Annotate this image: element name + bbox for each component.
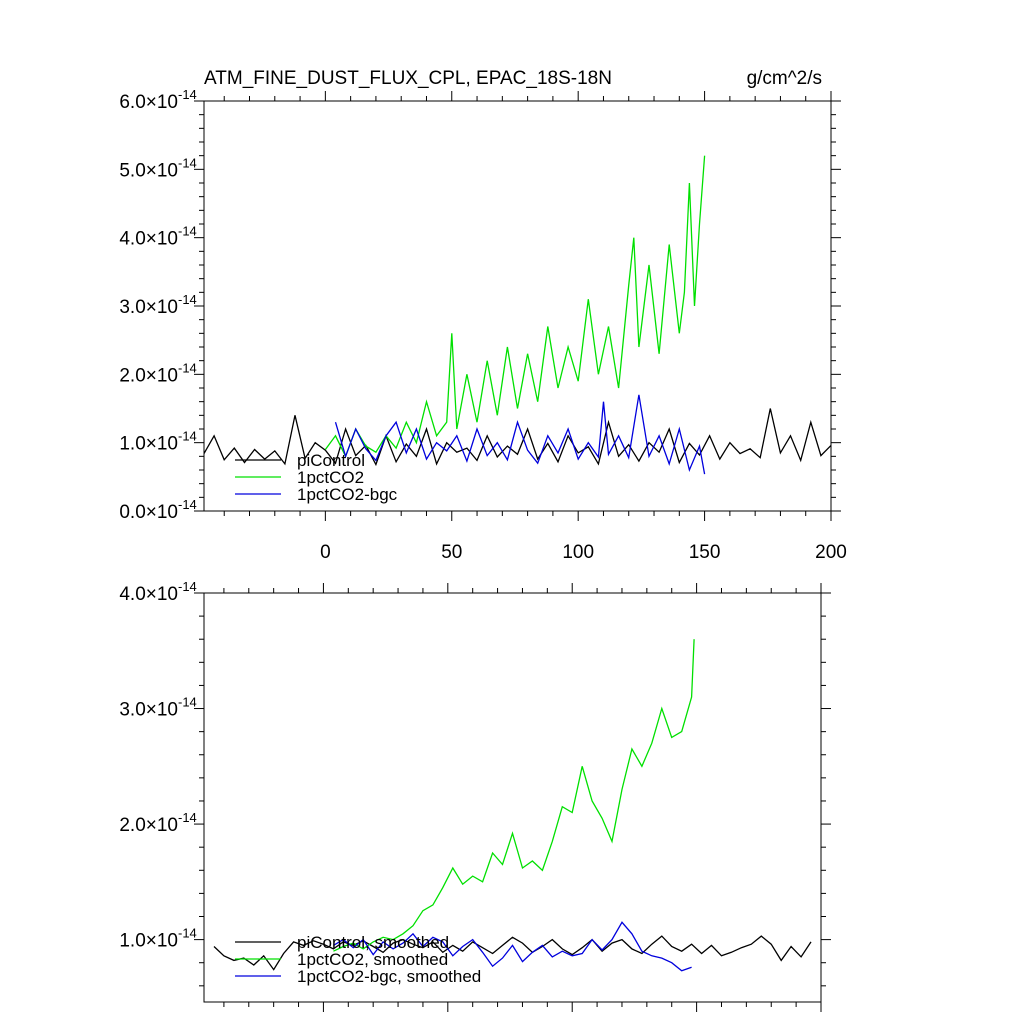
y-tick-label: 3.0×10: [119, 700, 178, 721]
y-tick-label: 6.0×10: [119, 92, 178, 113]
y-tick-exponent: -14: [178, 155, 197, 170]
legend-label: 1pctCO2-bgc: [297, 485, 398, 504]
series-line: [334, 394, 706, 475]
y-tick-label: 1.0×10: [119, 434, 178, 455]
y-tick-label: 2.0×10: [119, 365, 178, 386]
x-tick-label: 50: [441, 542, 462, 563]
series-line: [324, 155, 706, 458]
y-tick-label: 0.0×10: [119, 502, 178, 523]
y-tick-exponent: -14: [178, 360, 197, 375]
y-tick-exponent: -14: [178, 695, 197, 710]
chart-units: g/cm^2/s: [747, 68, 822, 89]
y-tick-exponent: -14: [178, 579, 197, 594]
x-tick-label: 0: [320, 542, 331, 563]
legend-label: piControl: [297, 451, 365, 470]
bottom-axes: 1.0×10 -142.0×10 -143.0×10 -144.0×10 -14: [119, 579, 831, 1012]
y-tick-exponent: -14: [178, 224, 197, 239]
legend-label: 1pctCO2-bgc, smoothed: [297, 967, 481, 986]
legend-label: 1pctCO2, smoothed: [297, 950, 448, 969]
series-line: [203, 408, 832, 467]
bottom-plot-frame: [203, 592, 822, 1003]
x-tick-label: 100: [562, 542, 594, 563]
y-tick-exponent: -14: [178, 429, 197, 444]
series-line: [333, 921, 692, 972]
x-tick-label: 150: [689, 542, 721, 563]
y-tick-label: 5.0×10: [119, 160, 178, 181]
y-tick-exponent: -14: [178, 926, 197, 941]
y-tick-exponent: -14: [178, 292, 197, 307]
y-tick-exponent: -14: [178, 810, 197, 825]
x-tick-label: 200: [815, 542, 847, 563]
y-tick-exponent: -14: [178, 87, 197, 102]
y-tick-exponent: -14: [178, 497, 197, 512]
y-tick-label: 4.0×10: [119, 229, 178, 250]
series-line: [213, 935, 812, 971]
y-tick-label: 4.0×10: [119, 584, 178, 605]
bottom-series-group: [213, 639, 812, 972]
legend-label: piControl, smoothed: [297, 933, 449, 952]
top-series-group: [203, 155, 832, 475]
y-tick-label: 2.0×10: [119, 815, 178, 836]
legend-label: 1pctCO2: [297, 468, 364, 487]
y-tick-label: 1.0×10: [119, 931, 178, 952]
y-tick-label: 3.0×10: [119, 297, 178, 318]
chart-title: ATM_FINE_DUST_FLUX_CPL, EPAC_18S-18N: [204, 68, 612, 89]
series-line: [333, 639, 695, 952]
